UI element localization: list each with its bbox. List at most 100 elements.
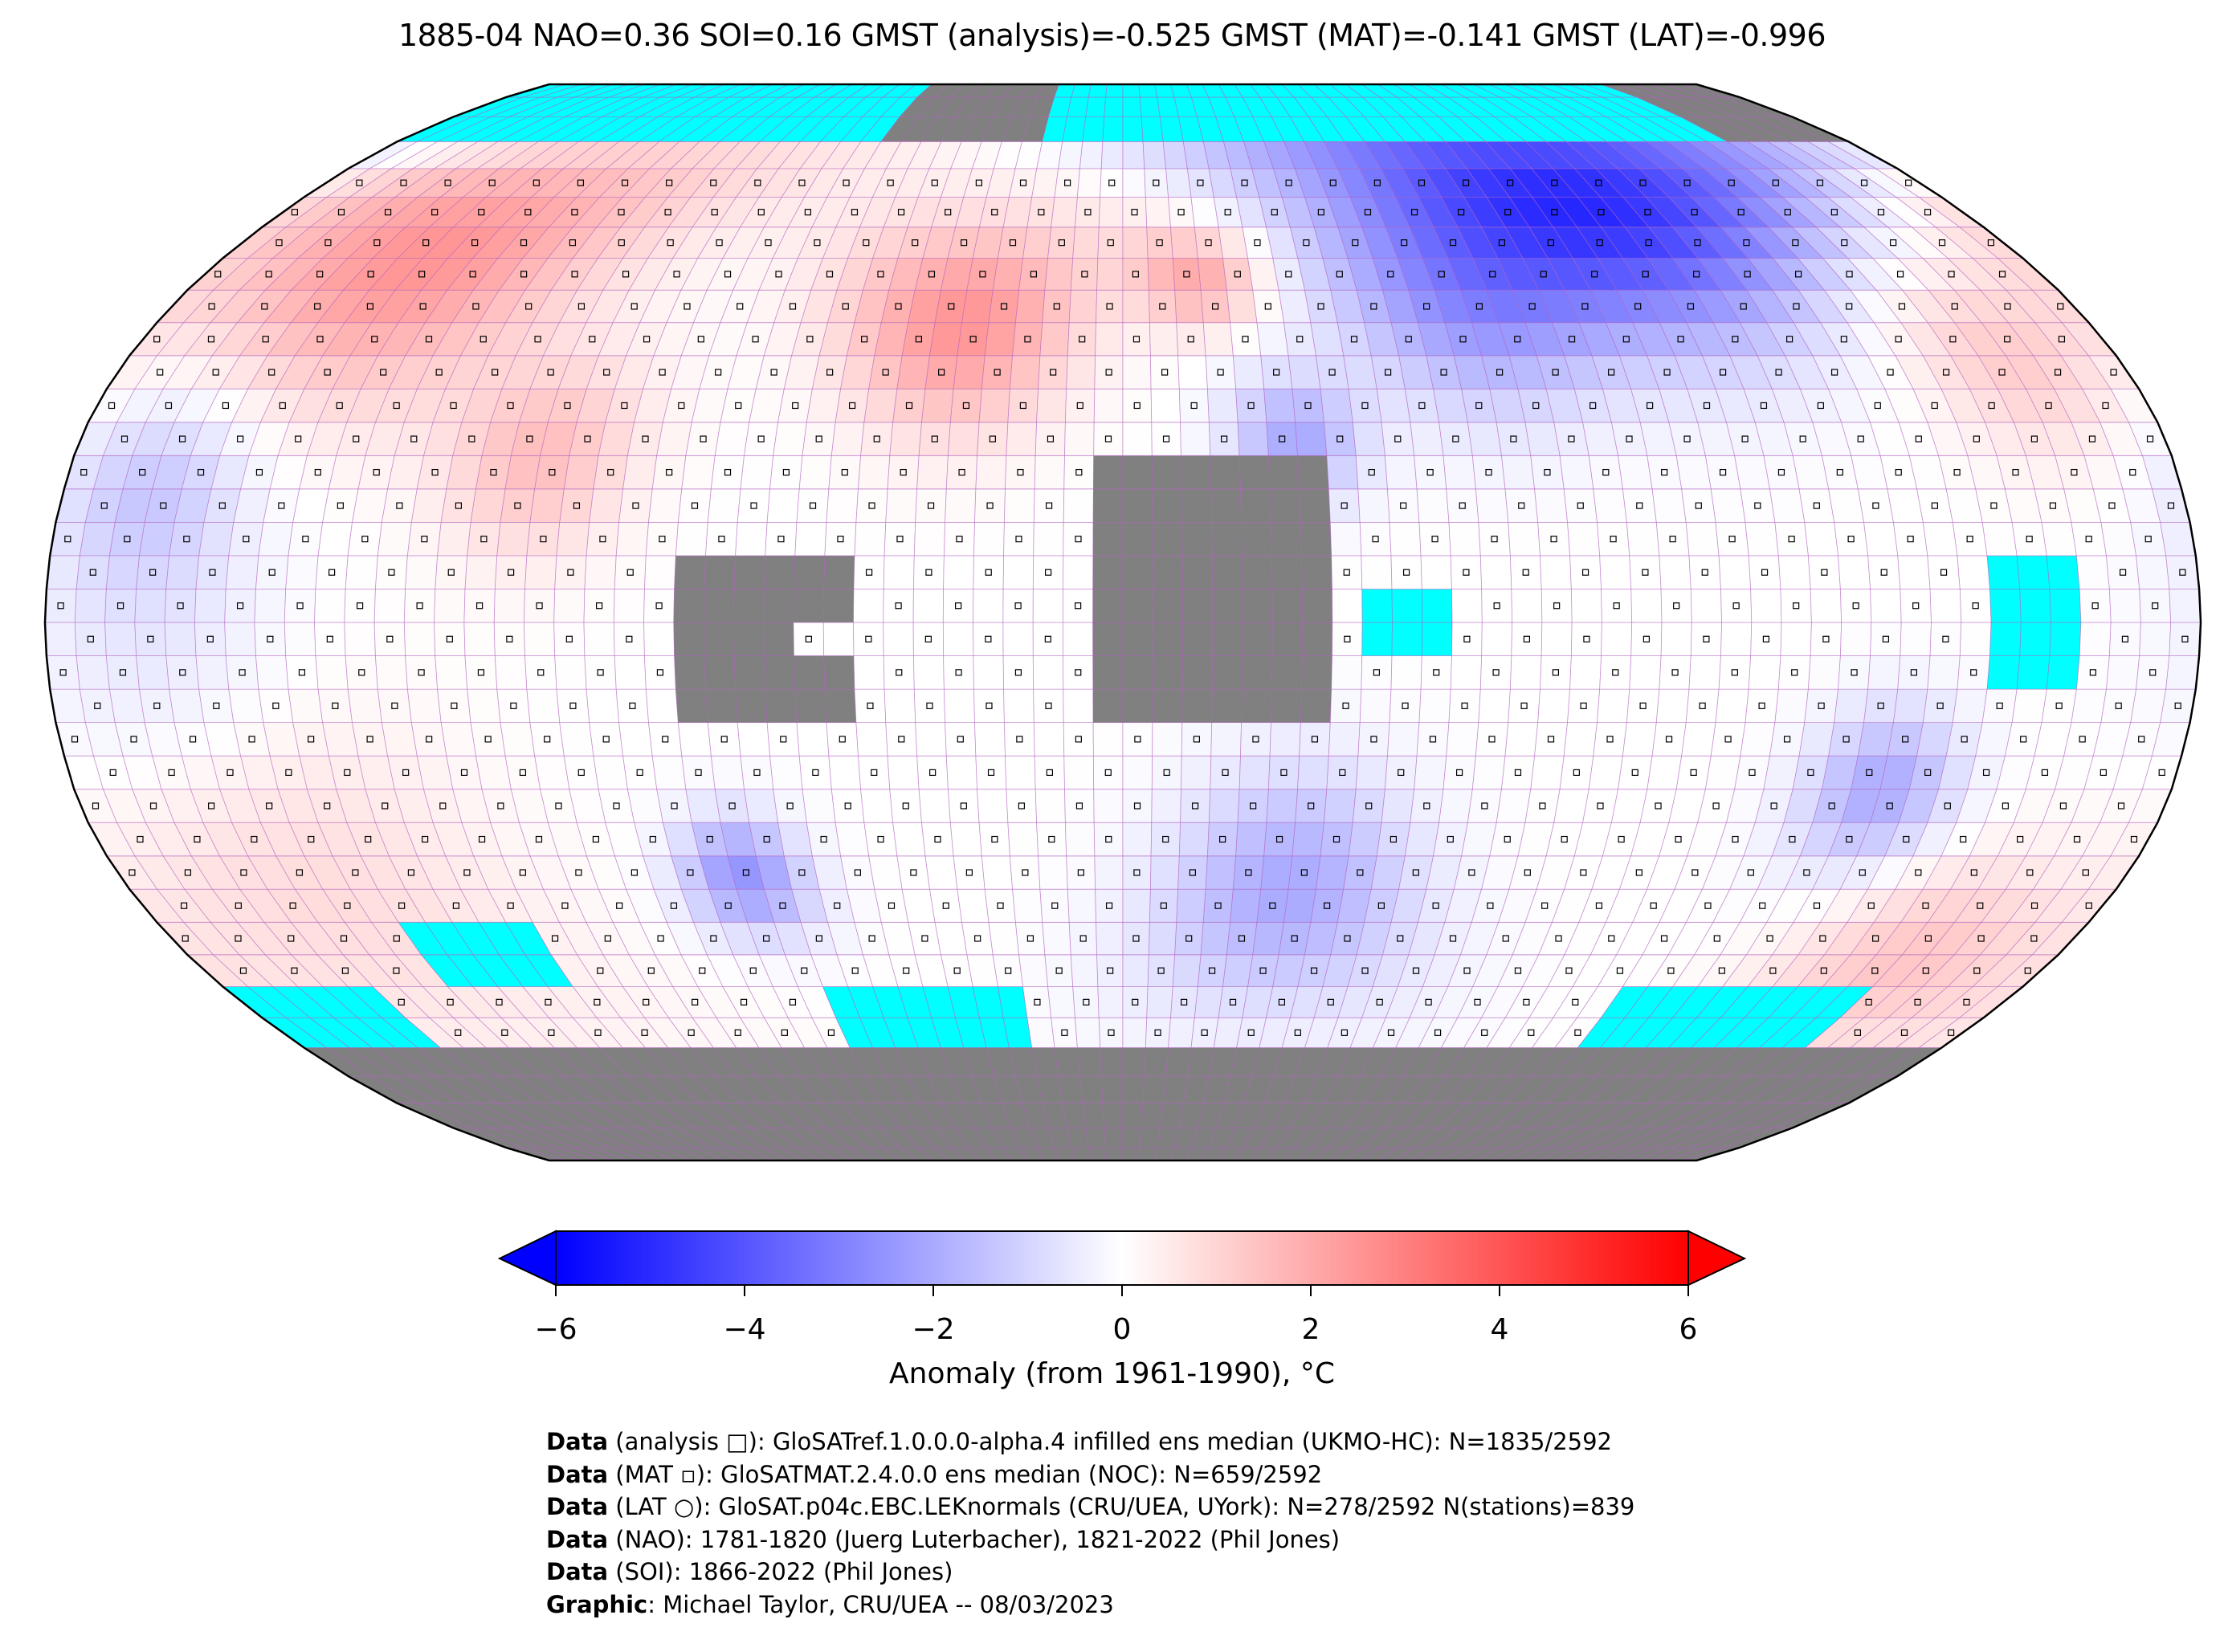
- observation-marker: [479, 336, 487, 343]
- observation-marker: [416, 602, 423, 610]
- observation-marker: [344, 769, 351, 777]
- observation-marker: [1418, 179, 1426, 186]
- grid-cell: [1047, 986, 1075, 1018]
- grid-cell: [1072, 226, 1100, 259]
- grid-cell: [1567, 522, 1601, 557]
- observation-marker: [1401, 239, 1408, 247]
- observation-marker: [1205, 239, 1212, 247]
- grid-cell: [1177, 355, 1208, 390]
- observation-marker: [1902, 736, 1909, 743]
- observation-marker: [1294, 1029, 1301, 1036]
- grid-cell: [681, 455, 716, 490]
- observation-marker: [1613, 602, 1620, 610]
- grid-cell: [1122, 96, 1142, 118]
- grid-cell: [1959, 622, 1992, 656]
- observation-marker: [697, 336, 704, 343]
- observation-marker: [678, 402, 685, 410]
- grid-cell: [1105, 1147, 1124, 1160]
- observation-marker: [1507, 179, 1514, 186]
- grid-cell: [618, 722, 653, 757]
- grid-cell: [1239, 755, 1271, 790]
- observation-marker: [1022, 869, 1029, 876]
- grid-cell: [1681, 722, 1716, 757]
- grid-cell: [470, 488, 506, 523]
- observation-marker: [1944, 802, 1951, 810]
- observation-marker: [643, 336, 651, 343]
- observation-marker: [291, 967, 298, 974]
- observation-marker: [1552, 669, 1560, 676]
- grid-cell: [2079, 622, 2112, 656]
- observation-marker: [1553, 602, 1561, 610]
- grid-cell: [284, 622, 316, 656]
- observation-marker: [1759, 902, 1766, 909]
- grid-cell: [2139, 622, 2172, 656]
- observation-marker: [426, 736, 433, 743]
- observation-marker: [1665, 736, 1673, 743]
- observation-marker: [129, 869, 136, 876]
- observation-marker: [1977, 902, 1984, 909]
- observation-marker: [1896, 271, 1904, 278]
- grid-cell: [1039, 322, 1070, 357]
- grid-cell: [1149, 855, 1180, 890]
- grid-cell: [2049, 589, 2082, 623]
- grid-cell: [613, 589, 645, 623]
- grid-cell: [1200, 921, 1231, 956]
- observation-marker: [137, 835, 144, 843]
- grid-cell: [822, 622, 855, 656]
- observation-marker: [120, 435, 129, 443]
- observation-marker: [1642, 271, 1649, 278]
- grid-cell: [924, 855, 958, 890]
- grid-cell: [1151, 789, 1181, 823]
- observation-marker: [396, 502, 403, 509]
- observation-marker: [1431, 536, 1438, 543]
- observation-marker: [1219, 835, 1226, 843]
- observation-marker: [2012, 468, 2019, 476]
- observation-marker: [1555, 935, 1562, 942]
- observation-marker: [1498, 239, 1506, 247]
- observation-marker: [1718, 967, 1725, 974]
- observation-marker: [804, 209, 811, 216]
- observation-marker: [1350, 336, 1358, 343]
- observation-marker: [1828, 802, 1835, 810]
- grid-cell: [434, 589, 466, 623]
- grid-cell: [1660, 622, 1692, 656]
- observation-marker: [410, 435, 418, 443]
- observation-marker: [507, 569, 515, 576]
- observation-marker: [116, 602, 124, 610]
- grid-cell: [1071, 1147, 1092, 1160]
- observation-marker: [820, 835, 827, 843]
- observation-marker: [1221, 435, 1228, 443]
- observation-marker: [1017, 468, 1024, 476]
- observation-marker: [278, 502, 285, 509]
- grid-cell: [1501, 455, 1536, 490]
- observation-marker: [1973, 435, 1980, 443]
- grid-cell: [1414, 755, 1447, 790]
- observation-marker: [1854, 1029, 1862, 1036]
- observation-marker: [1970, 869, 1977, 876]
- observation-marker: [268, 569, 275, 576]
- observation-marker: [1291, 935, 1298, 942]
- observation-marker: [592, 835, 600, 843]
- grid-cell: [1093, 789, 1124, 823]
- observation-marker: [87, 635, 94, 642]
- observation-marker: [863, 239, 870, 247]
- observation-marker: [873, 435, 880, 443]
- observation-marker: [861, 336, 868, 343]
- grid-cell: [1324, 789, 1357, 823]
- grid-cell: [1082, 1103, 1105, 1128]
- grid-cell: [714, 422, 750, 456]
- observation-marker: [1788, 536, 1795, 543]
- observation-marker: [218, 502, 226, 509]
- observation-marker: [1217, 369, 1224, 376]
- grid-cell: [1863, 522, 1899, 557]
- grid-cell: [589, 488, 624, 523]
- grid-cell: [1033, 722, 1065, 757]
- grid-cell: [1448, 522, 1481, 557]
- observation-marker: [1857, 435, 1864, 443]
- grid-cell: [794, 522, 827, 557]
- observation-marker: [691, 502, 699, 509]
- observation-marker: [2179, 569, 2186, 576]
- observation-marker: [1522, 569, 1529, 576]
- grid-cell: [1002, 622, 1034, 656]
- observation-marker: [2079, 736, 2086, 743]
